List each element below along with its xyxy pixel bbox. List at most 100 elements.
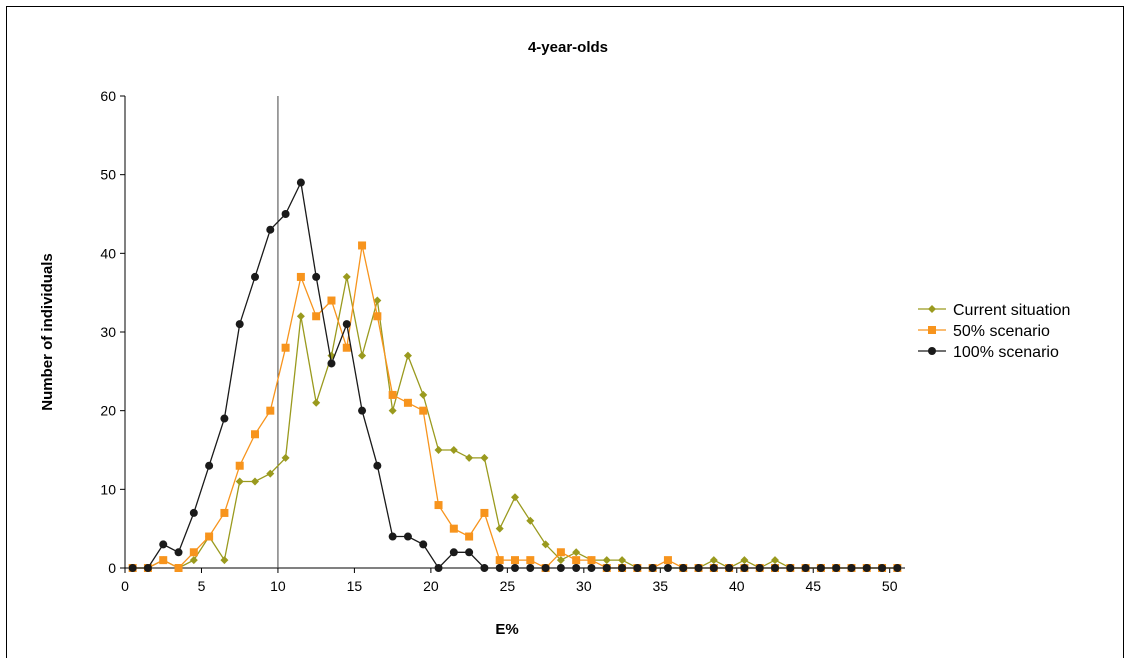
chart-title: 4-year-olds (528, 39, 608, 56)
data-point (556, 564, 565, 572)
data-point (296, 178, 305, 187)
series-group (128, 178, 902, 572)
data-point (526, 564, 535, 572)
data-point (878, 564, 887, 572)
x-tick-label: 30 (576, 578, 592, 594)
x-tick-label: 5 (198, 578, 206, 594)
data-point (694, 564, 703, 572)
data-point (128, 564, 137, 572)
data-point (388, 390, 397, 399)
data-point (495, 524, 504, 533)
y-tick-label: 10 (100, 481, 116, 497)
data-point (663, 564, 672, 572)
data-point (801, 564, 810, 572)
data-point (648, 564, 657, 572)
data-point (893, 564, 902, 572)
data-point (771, 564, 779, 572)
data-point (541, 540, 550, 549)
x-tick-label: 0 (121, 578, 129, 594)
data-point (480, 564, 489, 572)
y-tick-label: 40 (100, 245, 116, 261)
x-tick-label: 40 (729, 578, 745, 594)
legend-marker (928, 305, 936, 313)
data-point (495, 564, 504, 572)
data-point (511, 564, 519, 572)
legend-item: 50% scenario (918, 323, 1050, 340)
data-point (633, 564, 642, 572)
data-point (189, 508, 198, 517)
x-tick-label: 45 (805, 578, 821, 594)
series-2 (128, 178, 902, 572)
data-point (771, 556, 779, 565)
data-point (220, 508, 229, 517)
data-point (205, 532, 214, 541)
data-point (572, 556, 581, 565)
series-line (132, 276, 898, 569)
data-point (832, 564, 841, 572)
data-point (526, 556, 535, 565)
data-point (465, 532, 474, 541)
legend-label: Current situation (953, 302, 1070, 319)
axes: 0 10 20 30 40 50 60 0 5 10 15 20 25 30 35 40 45 50 (100, 88, 905, 594)
data-point (449, 524, 458, 533)
data-point (679, 564, 688, 572)
data-point (266, 469, 275, 478)
data-point (312, 312, 321, 321)
data-point (327, 296, 336, 305)
data-point (296, 312, 305, 321)
data-point (511, 556, 519, 565)
data-point (174, 548, 183, 557)
data-point (358, 241, 367, 250)
data-point (251, 272, 259, 281)
data-point (189, 548, 198, 557)
data-point (281, 343, 290, 352)
data-point (358, 406, 367, 415)
series-1 (128, 241, 902, 572)
data-point (312, 272, 321, 281)
data-point (618, 556, 627, 565)
legend-label: 50% scenario (953, 323, 1050, 340)
x-tick-label: 10 (270, 578, 286, 594)
data-point (495, 556, 504, 565)
data-point (556, 556, 565, 565)
data-point (281, 453, 290, 462)
data-point (419, 390, 428, 399)
data-point (373, 312, 382, 321)
legend: Current situation 50% scenario 100% scenar… (918, 302, 1070, 361)
data-point (587, 564, 596, 572)
data-point (281, 210, 290, 218)
data-point (403, 532, 412, 541)
data-point (251, 477, 259, 486)
data-point (572, 564, 581, 572)
y-tick-label: 50 (100, 167, 116, 183)
y-axis-label: Number of individuals (39, 253, 56, 411)
data-point (434, 501, 443, 510)
legend-label: 100% scenario (953, 344, 1059, 361)
x-axis-label: E% (495, 621, 518, 638)
data-point (342, 272, 351, 281)
data-point (235, 477, 244, 486)
y-tick-label: 30 (100, 324, 116, 340)
data-point (419, 406, 428, 415)
series-line (132, 180, 898, 570)
y-tick-label: 0 (108, 560, 116, 576)
data-point (251, 430, 259, 439)
data-point (862, 564, 871, 572)
data-point (342, 343, 351, 352)
data-point (480, 453, 489, 462)
legend-marker (928, 326, 936, 334)
data-point (740, 556, 749, 565)
series-line (132, 245, 898, 569)
data-point (465, 453, 474, 462)
data-point (388, 406, 397, 415)
x-tick-label: 35 (653, 578, 669, 594)
data-point (816, 564, 825, 572)
data-point (388, 532, 397, 541)
data-point (159, 540, 168, 549)
data-point (403, 351, 412, 360)
x-tick-label: 15 (347, 578, 363, 594)
data-point (541, 564, 550, 572)
data-point (663, 556, 672, 565)
data-point (266, 406, 275, 415)
x-tick-label: 50 (882, 578, 898, 594)
